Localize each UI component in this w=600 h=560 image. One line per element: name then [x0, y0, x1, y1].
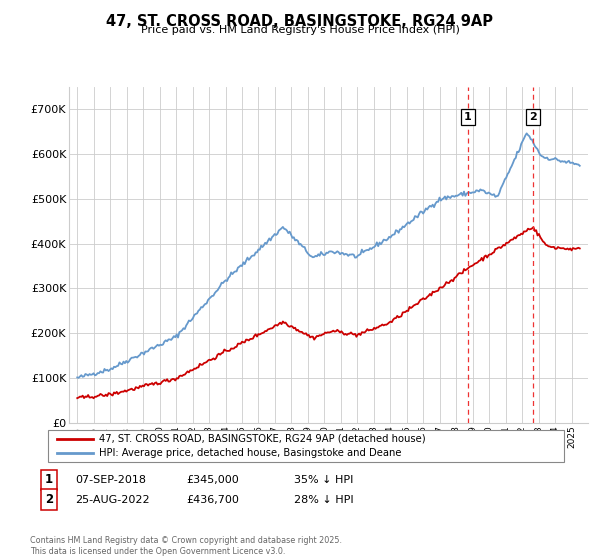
- Text: 1: 1: [45, 473, 53, 487]
- Text: £345,000: £345,000: [186, 475, 239, 485]
- Text: £436,700: £436,700: [186, 494, 239, 505]
- Text: Contains HM Land Registry data © Crown copyright and database right 2025.
This d: Contains HM Land Registry data © Crown c…: [30, 536, 342, 556]
- Text: 2: 2: [45, 493, 53, 506]
- Text: 07-SEP-2018: 07-SEP-2018: [75, 475, 146, 485]
- Text: 47, ST. CROSS ROAD, BASINGSTOKE, RG24 9AP (detached house): 47, ST. CROSS ROAD, BASINGSTOKE, RG24 9A…: [99, 433, 425, 444]
- Text: 47, ST. CROSS ROAD, BASINGSTOKE, RG24 9AP: 47, ST. CROSS ROAD, BASINGSTOKE, RG24 9A…: [107, 14, 493, 29]
- Text: Price paid vs. HM Land Registry's House Price Index (HPI): Price paid vs. HM Land Registry's House …: [140, 25, 460, 35]
- Text: 2: 2: [529, 112, 536, 122]
- Text: 35% ↓ HPI: 35% ↓ HPI: [294, 475, 353, 485]
- Text: 1: 1: [464, 112, 472, 122]
- Text: 28% ↓ HPI: 28% ↓ HPI: [294, 494, 353, 505]
- Text: HPI: Average price, detached house, Basingstoke and Deane: HPI: Average price, detached house, Basi…: [99, 448, 401, 458]
- Text: 25-AUG-2022: 25-AUG-2022: [75, 494, 149, 505]
